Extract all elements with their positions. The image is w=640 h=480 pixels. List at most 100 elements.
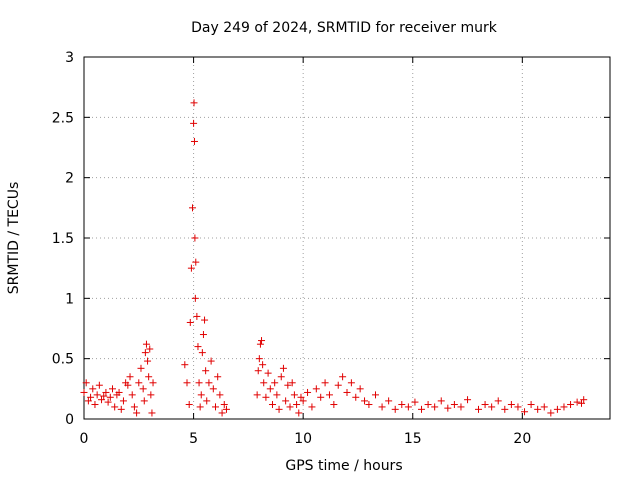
data-point [198,349,206,357]
y-tick-label: 0.5 [52,352,74,368]
data-point [98,396,106,404]
data-point [191,294,199,302]
data-point [193,312,201,320]
y-tick-label: 1 [65,291,74,307]
data-point [580,396,588,404]
data-point [145,373,153,381]
data-point [201,316,209,324]
data-point [194,343,202,351]
data-point [521,408,529,416]
data-point [191,234,199,242]
data-point [418,405,426,413]
data-point [214,373,222,381]
data-point [567,401,575,409]
data-point [424,401,432,409]
plot-frame [83,56,611,420]
data-point [181,361,189,369]
data-point [199,331,207,339]
data-point [361,397,369,405]
data-point [133,409,141,417]
data-point [192,258,200,266]
data-point [431,403,439,411]
data-point [207,357,215,365]
data-point [185,401,193,409]
y-tick-label: 0 [65,412,74,428]
data-point [325,391,333,399]
data-point [137,364,145,372]
data-point [271,379,279,387]
data-point [282,397,290,405]
data-point [89,385,97,393]
data-point [220,401,228,409]
data-point [488,403,496,411]
data-point [262,393,270,401]
data-point [218,409,226,417]
data-point [144,357,152,365]
axes: 0 0.5 1 1.5 2 2.5 3 0 5 10 15 20 [52,50,611,447]
data-point [540,403,548,411]
data-point [190,137,198,145]
data-point [140,397,148,405]
data-point [91,401,99,409]
data-point [411,398,419,406]
data-point [288,379,296,387]
data-point [297,393,305,401]
data-point [87,393,95,401]
data-point [186,318,194,326]
data-point [149,379,157,387]
data-point [256,340,264,348]
data-point [437,397,445,405]
data-point [371,391,379,399]
data-point [260,379,268,387]
data-point [385,397,393,405]
data-point [104,398,112,406]
data-point [494,397,502,405]
data-point [119,397,127,405]
data-point [404,403,412,411]
x-tick-label: 5 [189,431,198,447]
data-point [464,396,472,404]
data-point [202,367,210,375]
y-axis-label: SRMTID / TECUs [6,182,22,295]
data-point [188,204,196,212]
data-point [457,403,465,411]
data-point [378,403,386,411]
data-point [284,381,292,389]
data-point [573,398,581,406]
data-point [275,405,283,413]
x-tick-label: 20 [513,431,531,447]
data-point [95,381,103,389]
x-axis-label: GPS time / hours [285,458,402,474]
data-point [203,397,211,405]
data-point [317,393,325,401]
data-point [135,379,143,387]
data-point [277,373,285,381]
y-tick-label: 2 [65,171,74,187]
y-tick-label: 2.5 [52,110,74,126]
data-point [222,405,230,413]
data-point [197,391,205,399]
data-point [187,264,195,272]
data-point [547,409,555,417]
data-point [216,391,224,399]
data-point [115,388,123,396]
data-point [304,388,312,396]
data-point [514,403,522,411]
data-point [100,392,108,400]
data-point [195,379,203,387]
data-point [352,393,360,401]
data-point [365,401,373,409]
data-point [501,405,509,413]
data-point [130,403,138,411]
chart-title: Day 249 of 2024, SRMTID for receiver mur… [191,20,498,36]
data-point [84,397,92,405]
data-point [209,385,217,393]
data-point [106,393,114,401]
data-point [290,391,298,399]
data-point [93,391,101,399]
data-point [560,403,568,411]
data-point [339,373,347,381]
data-point [398,401,406,409]
data-point [321,379,329,387]
data-point [111,403,119,411]
